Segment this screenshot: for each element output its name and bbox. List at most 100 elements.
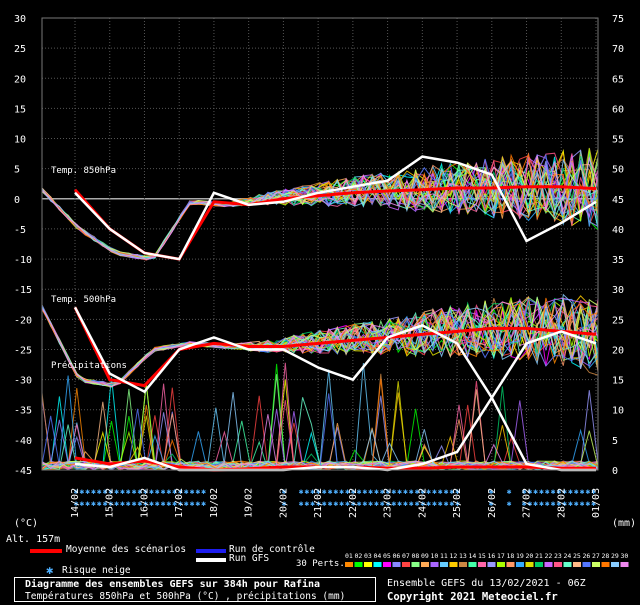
snow-icon: ✱ bbox=[357, 487, 362, 496]
snow-legend-label: Risque neige bbox=[62, 565, 131, 576]
y-tick-left: 5 bbox=[14, 165, 20, 176]
pert-color-swatch bbox=[497, 562, 505, 567]
snow-icon: ✱ bbox=[391, 487, 396, 496]
x-tick-label: 20/02 bbox=[278, 488, 289, 518]
precip-panel-label: Précipitations bbox=[51, 360, 127, 371]
x-tick-label: 23/02 bbox=[383, 488, 394, 518]
pert-number: 05 bbox=[383, 552, 391, 560]
snow-icon: ✱ bbox=[91, 499, 96, 508]
pert-number: 14 bbox=[469, 552, 477, 560]
snow-icon: ✱ bbox=[103, 499, 108, 508]
pert-number: 17 bbox=[497, 552, 505, 560]
pert-color-swatch bbox=[402, 562, 410, 567]
x-tick-label: 22/02 bbox=[348, 488, 359, 518]
snow-icon: ✱ bbox=[585, 487, 590, 496]
pert-color-swatch bbox=[582, 562, 591, 567]
pert-color-swatch bbox=[563, 562, 572, 567]
snow-icon: ✱ bbox=[455, 499, 460, 508]
pert-color-swatch bbox=[506, 562, 515, 567]
pert-color-swatch bbox=[611, 562, 619, 567]
pert-number: 03 bbox=[364, 552, 372, 560]
snow-icon: ✱ bbox=[108, 499, 113, 508]
snow-icon: ✱ bbox=[120, 487, 125, 496]
snow-icon: ✱ bbox=[132, 499, 137, 508]
pert-number: 24 bbox=[564, 552, 572, 560]
gfs-legend-label: Run GFS bbox=[229, 553, 270, 564]
x-tick-label: 14/02 bbox=[70, 488, 81, 518]
snow-icon: ✱ bbox=[489, 499, 494, 508]
perturbation-precip-line bbox=[41, 363, 599, 471]
snow-icon: ✱ bbox=[310, 487, 315, 496]
snow-icon: ✱ bbox=[574, 499, 579, 508]
snow-icon: ✱ bbox=[120, 499, 125, 508]
snow-icon: ✱ bbox=[137, 499, 142, 508]
snow-icon: ✱ bbox=[351, 499, 356, 508]
pert-number: 22 bbox=[545, 552, 553, 560]
pert-number: 08 bbox=[412, 552, 420, 560]
control-legend-swatch bbox=[196, 549, 226, 553]
snow-icon: ✱ bbox=[161, 499, 166, 508]
snow-icon: ✱ bbox=[85, 499, 90, 508]
snow-icon: ✱ bbox=[149, 499, 154, 508]
x-tick-label: 16/02 bbox=[139, 488, 150, 518]
pert-color-swatch bbox=[430, 562, 439, 567]
pert-color-swatch bbox=[459, 562, 467, 567]
x-tick-label: 01/03 bbox=[591, 488, 602, 518]
snow-icon: ✱ bbox=[178, 499, 183, 508]
snow-icon: ✱ bbox=[74, 499, 79, 508]
pert-number: 19 bbox=[516, 552, 524, 560]
snow-icon: ✱ bbox=[507, 499, 512, 508]
footer-subtitle: Températures 850hPa et 500hPa (°C) , pré… bbox=[25, 591, 346, 602]
snow-icon: ✱ bbox=[143, 487, 148, 496]
snow-icon: ✱ bbox=[79, 487, 84, 496]
plot-frame bbox=[41, 17, 599, 471]
snow-icon: ✱ bbox=[299, 487, 304, 496]
snow-icon: ✱ bbox=[591, 499, 596, 508]
y-tick-right: 20 bbox=[612, 345, 624, 356]
snow-icon: ✱ bbox=[351, 487, 356, 496]
pert-number: 18 bbox=[507, 552, 515, 560]
snow-icon: ✱ bbox=[403, 499, 408, 508]
snow-icon: ✱ bbox=[132, 487, 137, 496]
y-tick-right: 55 bbox=[612, 135, 624, 146]
snow-icon: ✱ bbox=[409, 487, 414, 496]
snow-icon: ✱ bbox=[126, 499, 131, 508]
snow-icon: ✱ bbox=[316, 499, 321, 508]
snow-icon: ✱ bbox=[108, 487, 113, 496]
perturbation-line bbox=[41, 297, 599, 385]
snow-icon: ✱ bbox=[201, 499, 206, 508]
y-tick-right: 25 bbox=[612, 315, 624, 326]
pert-number: 10 bbox=[431, 552, 439, 560]
snow-icon: ✱ bbox=[126, 487, 131, 496]
snow-icon: ✱ bbox=[149, 487, 154, 496]
copyright: Copyright 2021 Meteociel.fr bbox=[387, 591, 558, 603]
y-tick-left: 20 bbox=[14, 74, 26, 85]
series-line bbox=[73, 306, 597, 401]
pert-number: 16 bbox=[488, 552, 496, 560]
snow-icon: ✱ bbox=[551, 499, 556, 508]
pert-number: 09 bbox=[421, 552, 429, 560]
pert-number: 20 bbox=[526, 552, 534, 560]
grid bbox=[42, 17, 598, 471]
snow-icon: ✱ bbox=[345, 487, 350, 496]
x-tick-label: 21/02 bbox=[313, 488, 324, 518]
y-tick-right: 35 bbox=[612, 255, 624, 266]
snow-icon: ✱ bbox=[556, 487, 561, 496]
snow-icon: ✱ bbox=[166, 487, 171, 496]
mean-legend-swatch bbox=[30, 549, 62, 553]
footer-title: Diagramme des ensembles GEFS sur 384h po… bbox=[25, 579, 321, 590]
snow-icon: ✱ bbox=[386, 487, 391, 496]
pert-number: 28 bbox=[602, 552, 610, 560]
snow-icon: ✱ bbox=[155, 487, 160, 496]
snow-icon: ✱ bbox=[449, 499, 454, 508]
perturbation-precip-line bbox=[41, 374, 599, 471]
y-tick-left: -5 bbox=[14, 225, 26, 236]
snow-icon: ✱ bbox=[97, 499, 102, 508]
y-tick-left: 25 bbox=[14, 44, 26, 55]
pert-color-swatch bbox=[592, 562, 600, 567]
perturbation-precip-line bbox=[41, 387, 599, 471]
snow-icon: ✱ bbox=[568, 499, 573, 508]
pert-number: 07 bbox=[402, 552, 410, 560]
snow-icon: ✱ bbox=[426, 499, 431, 508]
